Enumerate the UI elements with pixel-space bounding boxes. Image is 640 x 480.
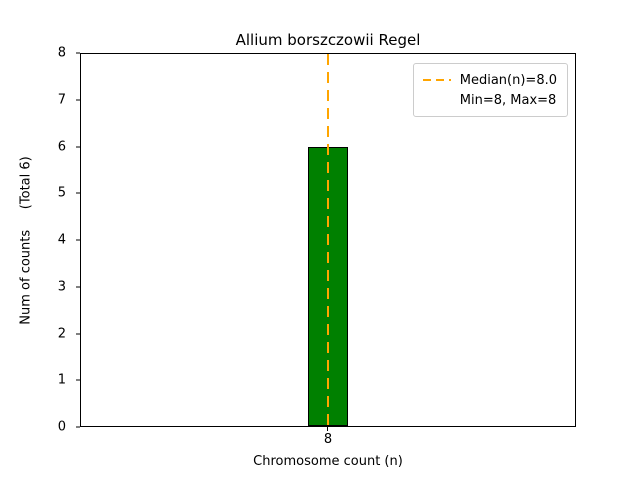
y-tick-label: 5	[57, 185, 66, 201]
x-tick-mark	[327, 427, 328, 431]
y-tick-mark	[76, 286, 80, 288]
y-tick-mark	[76, 379, 80, 381]
y-tick-mark	[76, 146, 80, 147]
y-tick-label: 8	[57, 45, 66, 61]
legend-entry-median: Median(n)=8.0	[422, 70, 557, 90]
median-line	[327, 54, 329, 426]
legend-label: Min=8, Max=8	[459, 92, 557, 108]
legend-label: Median(n)=8.0	[459, 72, 557, 88]
y-tick-label: 3	[57, 279, 66, 295]
legend-empty-sample	[423, 99, 451, 101]
legend-entry-minmax: Min=8, Max=8	[423, 90, 557, 110]
y-tick-mark	[76, 426, 80, 428]
dashed-line-icon	[422, 79, 451, 81]
x-axis-label: Chromosome count (n)	[253, 454, 403, 469]
y-tick-label: 2	[57, 326, 66, 341]
x-tick-label: 8	[323, 432, 333, 447]
legend: Median(n)=8.0 Min=8, Max=8	[412, 63, 568, 117]
y-tick-label: 6	[57, 139, 66, 154]
y-axis-tick-marks	[76, 52, 80, 428]
y-tick-mark	[76, 52, 80, 54]
plot-area: Median(n)=8.0 Min=8, Max=8	[80, 53, 576, 427]
y-axis-tick-labels: 0 1 2 3 4 5 6 7 8	[0, 46, 76, 435]
chart-title: Allium borszczowii Regel	[235, 31, 421, 49]
y-tick-mark	[76, 333, 80, 334]
y-tick-label: 4	[57, 232, 66, 248]
y-tick-label: 0	[57, 419, 66, 435]
y-tick-label: 7	[57, 92, 66, 108]
y-tick-mark	[76, 192, 80, 194]
y-tick-label: 1	[57, 372, 66, 388]
y-tick-mark	[76, 239, 80, 241]
y-tick-mark	[76, 99, 80, 101]
